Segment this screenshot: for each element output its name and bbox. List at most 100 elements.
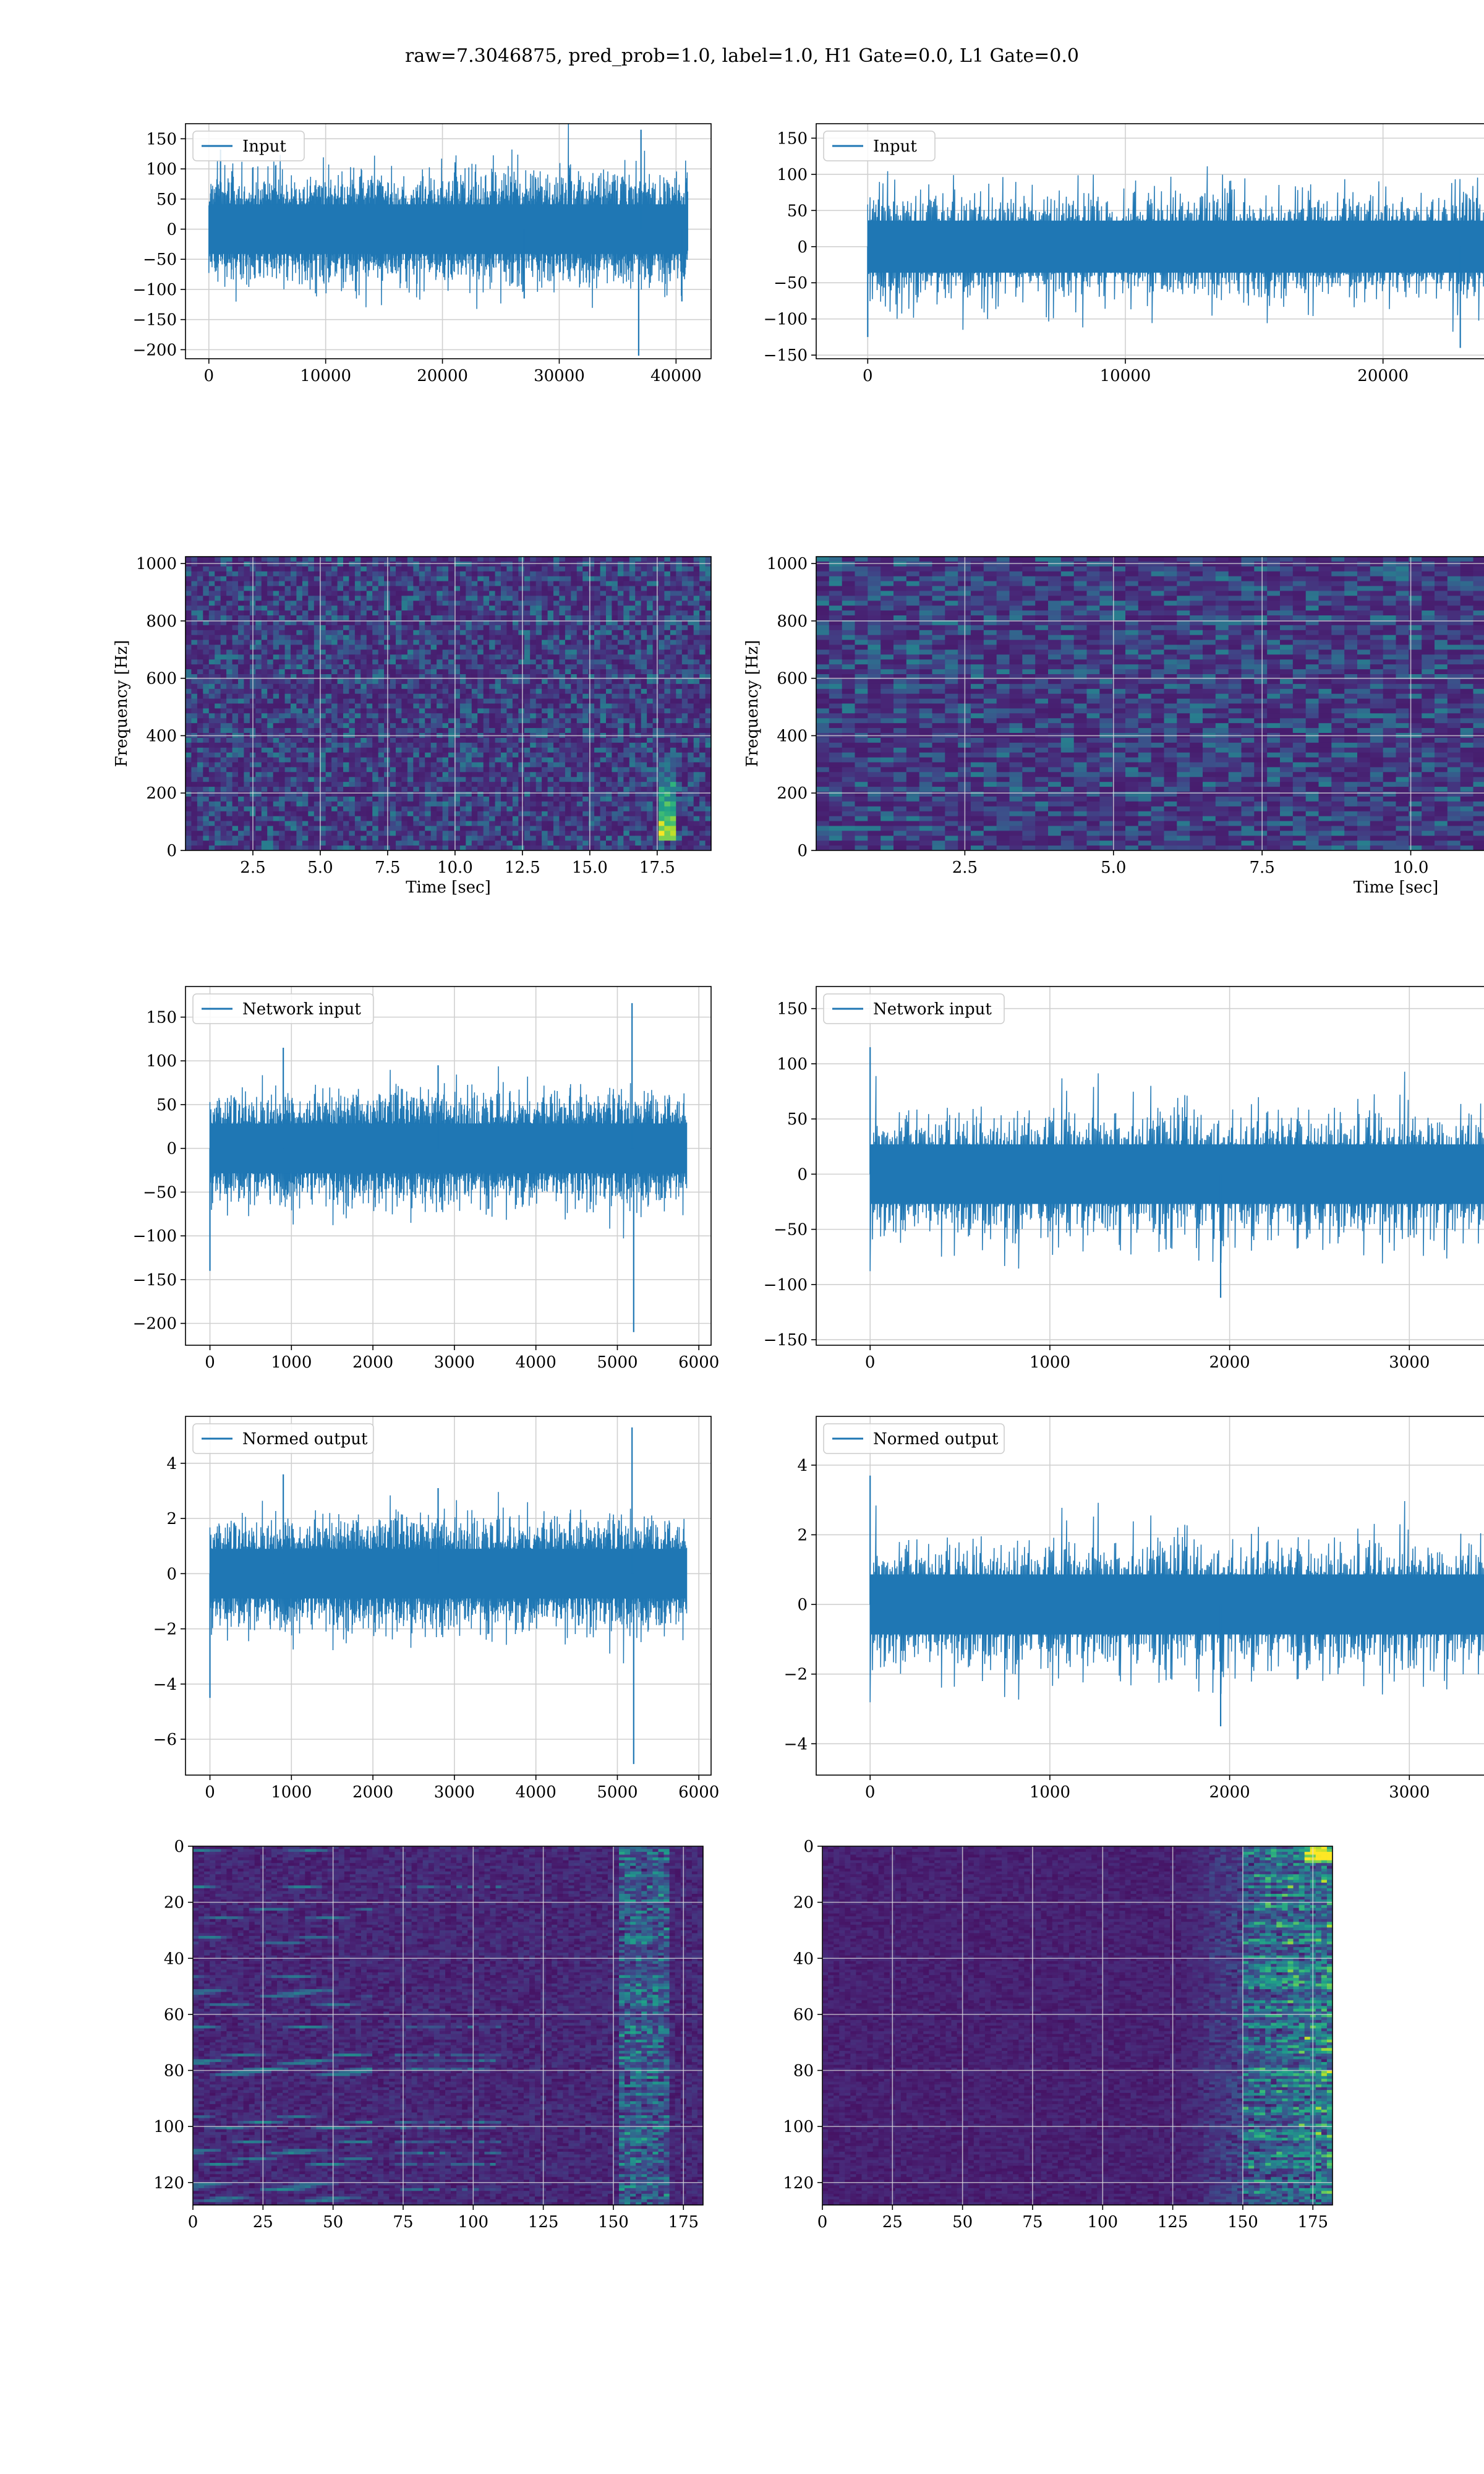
x-tick-label: 6000	[678, 1353, 719, 1372]
y-tick-label: 50	[156, 190, 177, 209]
tick-labels: 0 1000 2000 3000 4000 5000 6000−200−150−100−50…	[133, 1009, 720, 1372]
y-tick-label: 100	[146, 1052, 177, 1071]
plot-area	[816, 1416, 1484, 1775]
gridlines	[193, 1846, 703, 2205]
x-tick-label: 3000	[434, 1783, 475, 1802]
subplot-row4-left: Normed output 0 1000 2000 3000 4000 5000 6000 −6…	[153, 1416, 720, 1802]
x-tick-label: 20000	[1357, 367, 1409, 385]
subplot-row4-right: Normed output0100020003000400050006000−4…	[784, 1416, 1484, 1802]
y-tick-label: −100	[764, 1276, 808, 1295]
x-tick-label: 25	[253, 2213, 273, 2232]
legend-label: Input	[242, 137, 286, 156]
x-tick-label: 125	[1158, 2213, 1188, 2232]
y-tick-label: 150	[777, 1000, 808, 1019]
y-tick-label: −200	[133, 341, 177, 359]
y-axis-label: Frequency [Hz]	[113, 640, 131, 768]
axes-frame	[822, 1846, 1333, 2206]
y-tick-label: −100	[133, 1227, 177, 1246]
x-tick-label: 100	[1087, 2213, 1118, 2232]
legend: Network input	[192, 993, 374, 1024]
x-tick-label: 17.5	[639, 858, 675, 877]
y-tick-label: −50	[143, 250, 177, 269]
y-tick-label: 60	[793, 2006, 814, 2024]
y-tick-label: 2	[166, 1510, 177, 1528]
y-tick-label: 200	[777, 784, 808, 803]
y-tick-label: 0	[797, 1596, 808, 1614]
x-tick-label: 12.5	[505, 858, 540, 877]
y-tick-label: 4	[166, 1455, 177, 1473]
legend-label: Normed output	[873, 1430, 999, 1449]
axes-frame	[185, 556, 712, 851]
figure-suptitle: raw=7.3046875, pred_prob=1.0, label=1.0,…	[405, 45, 1079, 67]
x-tick-label: 100	[458, 2213, 488, 2232]
y-tick-label: 400	[146, 727, 177, 745]
gridlines	[816, 557, 1484, 850]
subplot-row5-left: 0 25 50 75 100 125 150 175 0 20 40 60 80 100 120	[153, 1838, 704, 2232]
y-tick-label: −2	[153, 1620, 177, 1639]
x-tick-label: 4000	[516, 1353, 556, 1372]
x-tick-label: 25	[882, 2213, 903, 2232]
plot-area	[186, 124, 711, 359]
tick-labels: 0 1000 2000 3000 4000 5000 6000 −6 −4 −2 0 2 4	[153, 1455, 720, 1802]
x-tick-label: 2000	[1209, 1353, 1250, 1372]
y-tick-label: 50	[787, 202, 808, 220]
tick-labels: 0 25 50 75 100 125 150 175 0 20 40 60 80 100 120	[783, 1838, 1328, 2232]
x-tick-label: 40000	[650, 367, 702, 385]
y-tick-label: 0	[803, 1838, 814, 1856]
y-tick-label: 100	[777, 166, 808, 184]
plot-area	[186, 987, 711, 1345]
axes-frame	[816, 986, 1484, 1346]
y-tick-label: 20	[793, 1894, 814, 1912]
tick-labels: 0 25 50 75 100 125 150 175 0 20 40 60 80 100 120	[153, 1838, 699, 2232]
legend-label: Network input	[873, 1000, 992, 1019]
y-tick-label: −50	[774, 274, 808, 293]
x-tick-label: 2000	[352, 1783, 393, 1802]
plot-area	[186, 557, 711, 850]
y-tick-label: −2	[784, 1666, 808, 1684]
axes-frame	[185, 1416, 712, 1776]
plot-area	[816, 557, 1484, 850]
y-tick-label: 150	[146, 130, 177, 148]
x-tick-label: 5000	[597, 1783, 638, 1802]
plot-area	[193, 1846, 703, 2205]
legend: Input	[192, 131, 305, 161]
y-tick-label: −150	[764, 346, 808, 365]
x-tick-label: 20000	[417, 367, 468, 385]
y-tick-label: 150	[777, 129, 808, 148]
x-tick-label: 1000	[271, 1353, 312, 1372]
series-core	[208, 204, 688, 254]
y-tick-label: 80	[164, 2062, 184, 2081]
axes-frame	[185, 986, 712, 1346]
x-tick-label: 10000	[1100, 367, 1151, 385]
x-axis-label: Time [sec]	[406, 878, 491, 897]
y-tick-label: 0	[166, 221, 177, 239]
x-tick-label: 5000	[597, 1353, 638, 1372]
x-tick-label: 175	[1297, 2213, 1328, 2232]
legend-label: Input	[873, 137, 917, 156]
x-tick-label: 10.0	[1393, 858, 1429, 877]
plot-area	[822, 1846, 1333, 2205]
x-tick-label: 50	[323, 2213, 343, 2232]
x-tick-label: 175	[668, 2213, 699, 2232]
y-tick-label: 4	[797, 1457, 808, 1475]
series-core	[210, 1123, 687, 1174]
y-tick-label: 100	[783, 2118, 814, 2136]
y-tick-label: 400	[777, 727, 808, 745]
x-tick-label: 10000	[300, 367, 351, 385]
tick-labels: 2.5 5.0 7.5 10.0 12.5 15.0 17.5 0 200 400 600 800 10…	[136, 555, 675, 877]
x-tick-label: 1000	[271, 1783, 312, 1802]
subplot-row1-right: Input010000200003000040000−150−100−50050…	[764, 123, 1484, 385]
series-core	[210, 1549, 687, 1599]
y-tick-label: 600	[777, 670, 808, 688]
y-tick-label: −150	[133, 1271, 177, 1290]
x-tick-label: 7.5	[1249, 858, 1274, 877]
x-tick-label: 125	[528, 2213, 559, 2232]
x-tick-label: 1000	[1030, 1783, 1070, 1802]
axes-frame	[192, 1846, 704, 2206]
legend: Network input	[823, 993, 1005, 1024]
x-tick-label: 5.0	[307, 858, 333, 877]
y-tick-label: −50	[774, 1221, 808, 1239]
plot-area	[816, 987, 1484, 1345]
